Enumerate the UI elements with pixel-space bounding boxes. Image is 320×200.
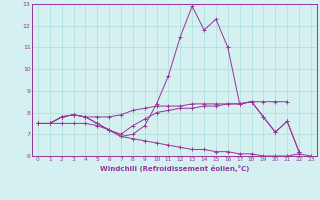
X-axis label: Windchill (Refroidissement éolien,°C): Windchill (Refroidissement éolien,°C) <box>100 165 249 172</box>
